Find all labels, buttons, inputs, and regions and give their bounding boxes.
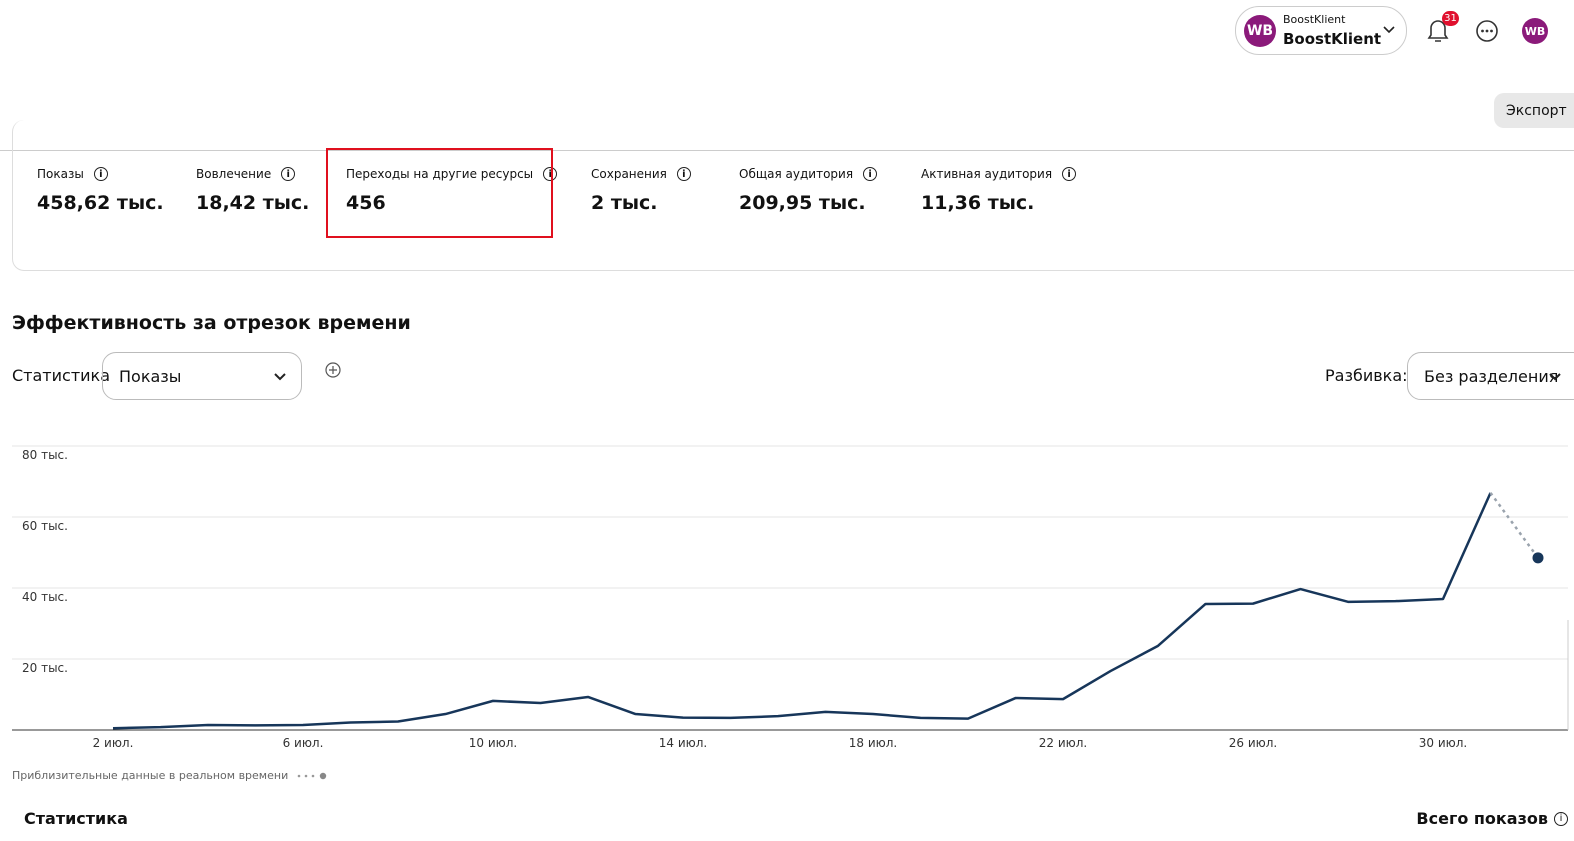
account-avatar: WB: [1244, 15, 1276, 47]
metric-value: 11,36 тыс.: [921, 192, 1035, 214]
account-name: BoostKlient: [1283, 30, 1382, 48]
info-icon[interactable]: i: [1062, 167, 1077, 181]
metric-label-row: Вовлечение i: [196, 166, 309, 182]
divider: [0, 150, 1574, 151]
stat-select-text: Показы: [119, 366, 182, 386]
metric-value: 458,62 тыс.: [37, 192, 164, 214]
metric: Вовлечение i 18,42 тыс.: [196, 166, 309, 214]
series-line: [112, 492, 1492, 730]
metric: Показы i 458,62 тыс.: [37, 166, 164, 214]
export-button[interactable]: Экспорт: [1494, 93, 1574, 128]
bell-icon[interactable]: [1425, 15, 1453, 45]
stat-label: Статистика: [12, 366, 110, 385]
account-button[interactable]: WB BoostKlient BoostKlient: [1235, 6, 1407, 55]
metric-value: 456: [346, 192, 386, 214]
metric: Сохранения i 2 тыс.: [591, 166, 691, 214]
total-label-text: Всего показов: [1416, 809, 1548, 828]
chevron: [274, 373, 286, 381]
x-tick-label: 18 июл.: [849, 736, 897, 750]
info-icon[interactable]: i: [281, 167, 296, 181]
metric-label: Вовлечение: [196, 167, 272, 181]
chevron: [1383, 26, 1395, 34]
metric-label: Общая аудитория: [739, 167, 854, 181]
x-tick-label: 10 июл.: [469, 736, 517, 750]
info-icon[interactable]: i: [863, 167, 878, 181]
breakdown-select[interactable]: Без разделения: [1407, 352, 1574, 400]
x-tick-label: 30 июл.: [1419, 736, 1467, 750]
metric-label-row: Переходы на другие ресурсы i: [346, 166, 558, 182]
metric: Переходы на другие ресурсы i 456: [346, 166, 558, 214]
series-line: [1489, 492, 1540, 559]
section-title: Эффективность за отрезок времени: [12, 312, 411, 334]
metric: Общая аудитория i 209,95 тыс.: [739, 166, 878, 214]
y-tick-label: 80 тыс.: [22, 448, 68, 462]
breakdown-select-text: Без разделения: [1424, 366, 1559, 386]
info-icon[interactable]: i: [1554, 811, 1568, 826]
y-tick-label: 60 тыс.: [22, 519, 68, 533]
metric-label: Переходы на другие ресурсы: [346, 167, 534, 181]
x-tick-label: 22 июл.: [1039, 736, 1087, 750]
chart: 20 тыс. 40 тыс. 60 тыс. 80 тыс. 2 июл. 6 июл.…: [12, 445, 1569, 750]
chevron: [1549, 373, 1561, 381]
realtime-point: [1532, 552, 1544, 564]
legend: Приблизительные данные в реальном времен…: [12, 769, 328, 782]
metric-label: Сохранения: [591, 167, 667, 181]
info-icon[interactable]: i: [93, 167, 108, 181]
metric: Активная аудитория i 11,36 тыс.: [921, 166, 1077, 214]
metric-label-row: Активная аудитория i: [921, 166, 1077, 182]
legend-text: Приблизительные данные в реальном времен…: [12, 769, 289, 782]
y-tick-label: 40 тыс.: [22, 590, 68, 604]
x-tick-label: 6 июл.: [283, 736, 324, 750]
total-label: Всего показов i: [1416, 809, 1568, 828]
x-tick-label: 2 июл.: [93, 736, 134, 750]
notification-badge: 31: [1442, 11, 1459, 26]
legend-dots: [297, 772, 327, 779]
metric-value: 18,42 тыс.: [196, 192, 310, 214]
metric-label: Активная аудитория: [921, 167, 1053, 181]
x-tick-label: 14 июл.: [659, 736, 707, 750]
x-tick-label: 26 июл.: [1229, 736, 1277, 750]
account-caption: BoostKlient: [1283, 13, 1346, 26]
metrics-card: [12, 120, 1574, 271]
user-avatar[interactable]: WB: [1522, 18, 1548, 44]
metric-value: 2 тыс.: [591, 192, 658, 214]
info-icon[interactable]: i: [543, 167, 558, 181]
chat-icon[interactable]: [1475, 19, 1501, 45]
y-tick-label: 20 тыс.: [22, 661, 68, 675]
stat-select[interactable]: Показы: [102, 352, 302, 400]
highlight-box: [326, 148, 553, 238]
stats-title: Статистика: [24, 809, 128, 828]
metric-label-row: Сохранения i: [591, 166, 691, 182]
metric-label: Показы: [37, 167, 84, 181]
breakdown-label: Разбивка:: [1325, 366, 1408, 385]
add-icon[interactable]: [324, 361, 342, 379]
info-icon[interactable]: i: [676, 167, 691, 181]
metric-label-row: Общая аудитория i: [739, 166, 878, 182]
metric-label-row: Показы i: [37, 166, 164, 182]
metric-value: 209,95 тыс.: [739, 192, 866, 214]
